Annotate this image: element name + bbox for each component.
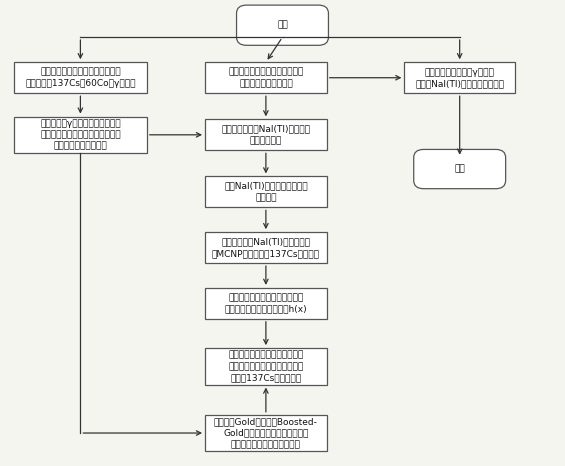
Text: 输入待测样品（包括复杂样品或
混合样品）的谱线数据: 输入待测样品（包括复杂样品或 混合样品）的谱线数据: [228, 68, 303, 88]
Text: 结束: 结束: [454, 164, 465, 173]
FancyBboxPatch shape: [205, 415, 327, 451]
Text: 建立NaI(Tl)探测器的蒙卡模拟
几何模型: 建立NaI(Tl)探测器的蒙卡模拟 几何模型: [224, 182, 308, 202]
Text: 开始: 开始: [277, 21, 288, 30]
FancyBboxPatch shape: [414, 150, 506, 189]
Text: 在与待测样品相同的测量条件下，
测量标准源137Cs和60Co的γ谱数据: 在与待测样品相同的测量条件下， 测量标准源137Cs和60Co的γ谱数据: [25, 68, 136, 88]
FancyBboxPatch shape: [14, 116, 147, 153]
FancyBboxPatch shape: [205, 288, 327, 319]
Text: 通过采用Gold和加速的Boosted-
Gold非线性迭代逼近稳定点的方
法，解病态矩阵方程得到真值: 通过采用Gold和加速的Boosted- Gold非线性迭代逼近稳定点的方 法，…: [214, 417, 318, 449]
FancyBboxPatch shape: [205, 176, 327, 207]
FancyBboxPatch shape: [205, 232, 327, 263]
FancyBboxPatch shape: [205, 62, 327, 93]
FancyBboxPatch shape: [205, 119, 327, 151]
Text: 根据几何模型NaI(Tl)闪烁探测器
用MCNP软件对点源137Cs数值模拟: 根据几何模型NaI(Tl)闪烁探测器 用MCNP软件对点源137Cs数值模拟: [212, 237, 320, 258]
Text: 生成二维蒙卡响应矩阵，二维矩
阵的一个列间最对应一个响应函
数（即137Cs模拟谱线）: 生成二维蒙卡响应矩阵，二维矩 阵的一个列间最对应一个响应函 数（即137Cs模拟…: [228, 350, 303, 382]
FancyBboxPatch shape: [237, 5, 328, 45]
FancyBboxPatch shape: [14, 62, 147, 93]
Text: 确定实测环境中NaI(Tl)闪烁探测
器的几何参数: 确定实测环境中NaI(Tl)闪烁探测 器的几何参数: [221, 124, 310, 145]
FancyBboxPatch shape: [405, 62, 515, 93]
Text: 提取标准源γ能谱响应函数的特征
参数（全能峰，康普顿边缘，康普
顿平台，反散射峰等）: 提取标准源γ能谱响应函数的特征 参数（全能峰，康普顿边缘，康普 顿平台，反散射峰…: [40, 119, 121, 151]
FancyBboxPatch shape: [205, 348, 327, 384]
Text: 得到入射光子能量与其引起的脉
冲幅度之间关系的响应函数h(x): 得到入射光子能量与其引起的脉 冲幅度之间关系的响应函数h(x): [224, 293, 307, 314]
Text: 形成被测样品的复杂γ仪器谱
（采用NaI(Tl)闪烁探测器谱仪）: 形成被测样品的复杂γ仪器谱 （采用NaI(Tl)闪烁探测器谱仪）: [415, 68, 504, 88]
